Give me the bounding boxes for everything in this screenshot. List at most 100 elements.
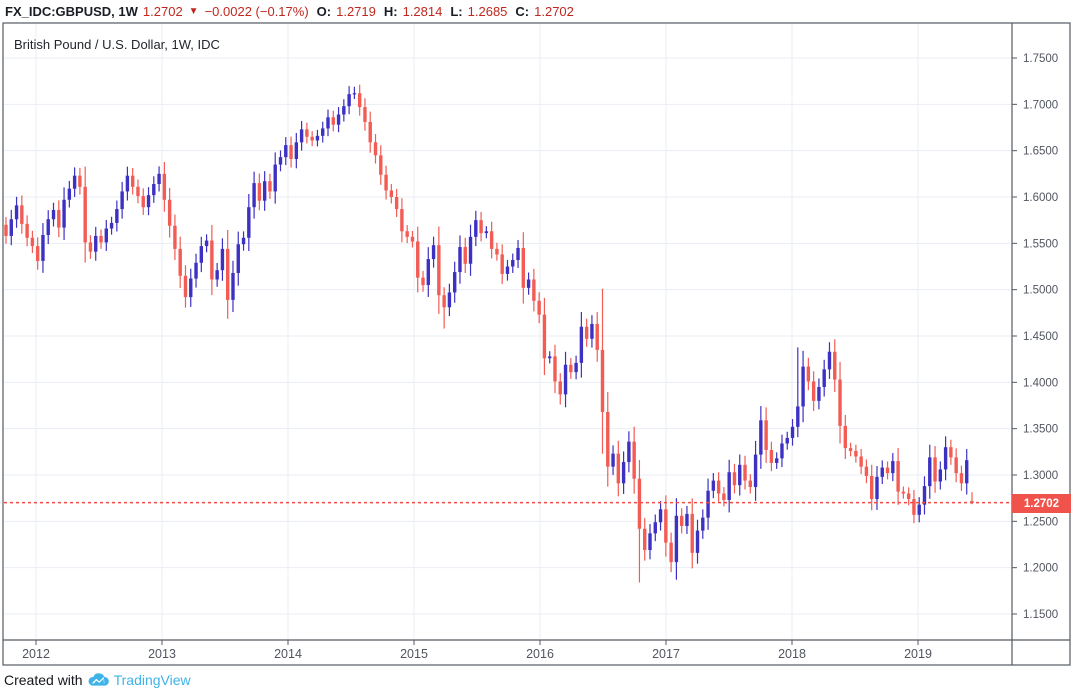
candle-body: [331, 117, 335, 125]
candle-body: [748, 480, 752, 488]
candle-body: [669, 542, 673, 563]
candle-body: [922, 486, 927, 505]
candle-body: [389, 190, 394, 198]
tradingview-brand-text[interactable]: TradingView: [113, 672, 191, 688]
candle-body: [421, 277, 425, 286]
candle-body: [864, 466, 869, 476]
candle-body: [379, 155, 383, 175]
candle-body: [130, 175, 135, 187]
x-axis-label[interactable]: 2016: [526, 647, 554, 661]
candle-body: [194, 262, 198, 279]
y-axis-label[interactable]: 1.6000: [1023, 192, 1058, 204]
candle-body: [516, 247, 520, 261]
y-axis-label[interactable]: 1.3500: [1023, 424, 1058, 436]
x-axis-label[interactable]: 2014: [274, 647, 302, 661]
y-axis-label[interactable]: 1.1500: [1023, 609, 1058, 621]
symbol-name[interactable]: FX_IDC:GBPUSD, 1W: [5, 3, 138, 19]
candle-body: [738, 464, 742, 486]
candle-body: [722, 493, 726, 501]
x-axis-label[interactable]: 2013: [148, 647, 176, 661]
x-axis-label[interactable]: 2018: [778, 647, 806, 661]
candle-body: [4, 224, 8, 236]
candle-body: [505, 266, 510, 274]
candle-body: [970, 501, 974, 503]
candle-body: [99, 235, 103, 243]
candle-body: [606, 411, 610, 467]
candle-body: [706, 490, 710, 518]
candle-body: [764, 420, 768, 450]
x-axis-label[interactable]: 2017: [652, 647, 680, 661]
candle-body: [88, 242, 93, 252]
candle-body: [241, 237, 246, 245]
y-axis-label[interactable]: 1.5500: [1023, 238, 1058, 250]
candle-body: [109, 222, 114, 229]
candle-body: [548, 356, 552, 359]
candle-body: [35, 246, 40, 261]
candle-body: [711, 480, 716, 491]
candle-body: [262, 181, 267, 201]
y-axis-label[interactable]: 1.2500: [1023, 516, 1058, 528]
candle-body: [104, 228, 108, 243]
low-value: 1.2685: [467, 3, 508, 19]
candle-body: [447, 292, 452, 308]
candle-body: [416, 241, 420, 278]
x-axis-label[interactable]: 2019: [904, 647, 932, 661]
candle-body: [753, 454, 758, 488]
high-label: H:: [383, 3, 398, 19]
y-axis-label[interactable]: 1.7500: [1023, 53, 1058, 65]
last-price: 1.2702: [142, 3, 183, 19]
candle-body: [173, 225, 177, 249]
candle-body: [743, 464, 747, 481]
candle-body: [289, 145, 293, 160]
x-axis-label[interactable]: 2015: [400, 647, 428, 661]
y-axis-label[interactable]: 1.4500: [1023, 331, 1058, 343]
candle-body: [51, 209, 56, 220]
candle-body: [257, 183, 262, 201]
candle-body: [727, 472, 731, 501]
y-axis-label[interactable]: 1.6500: [1023, 146, 1058, 158]
candle-body: [357, 93, 362, 108]
candle-body: [30, 237, 35, 247]
candle-body: [252, 183, 256, 208]
candle-body: [542, 314, 547, 359]
candle-body: [621, 462, 626, 484]
candle-body: [452, 272, 457, 293]
candle-body: [759, 420, 763, 455]
candle-body: [141, 196, 145, 208]
chart-border: [2, 22, 1071, 666]
candle-body: [870, 475, 874, 500]
candle-body: [796, 406, 800, 427]
candle-body: [574, 362, 578, 373]
candle-body: [384, 174, 388, 191]
candle-body: [912, 499, 916, 515]
y-axis-label[interactable]: 1.3000: [1023, 470, 1058, 482]
tradingview-cloud-logo[interactable]: [87, 672, 110, 688]
quote-bar: FX_IDC:GBPUSD, 1W 1.2702 ▼ −0.0022 (−0.1…: [5, 0, 574, 22]
candle-body: [928, 457, 932, 487]
y-axis-label[interactable]: 1.7000: [1023, 99, 1058, 111]
candle-body: [146, 195, 151, 208]
candle-body: [965, 460, 969, 484]
candle-body: [553, 356, 557, 382]
candle-body: [204, 240, 209, 247]
candle-body: [701, 517, 705, 531]
candle-body: [901, 491, 906, 494]
candle-body: [933, 457, 937, 482]
candle-body: [848, 448, 853, 451]
candle-body: [162, 173, 167, 200]
candle-body: [183, 275, 188, 298]
candle-body: [342, 106, 346, 115]
candle-body: [458, 247, 462, 273]
candle-body: [785, 437, 789, 444]
candle-body: [833, 351, 837, 380]
candle-body: [273, 164, 277, 192]
y-axis-label[interactable]: 1.2000: [1023, 563, 1058, 575]
candle-body: [72, 175, 77, 189]
close-label: C:: [515, 3, 530, 19]
x-axis-label[interactable]: 2012: [22, 647, 50, 661]
y-axis-label[interactable]: 1.4000: [1023, 377, 1058, 389]
candle-body: [152, 184, 156, 196]
y-axis-label[interactable]: 1.5000: [1023, 285, 1058, 297]
candle-body: [41, 234, 45, 261]
